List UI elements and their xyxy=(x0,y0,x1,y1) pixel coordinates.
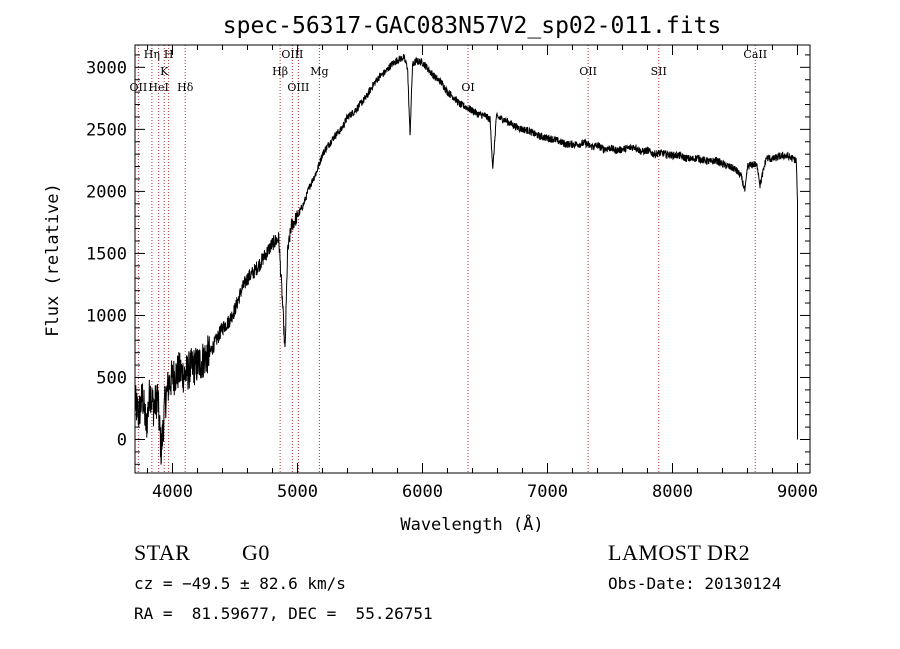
chart-title: spec-56317-GAC083N57V2_sp02-011.fits xyxy=(223,13,722,39)
ra-dec-text: RA = 81.59677, DEC = 55.26751 xyxy=(134,604,433,623)
object-class: STAR xyxy=(134,540,191,565)
y-tick-label: 2000 xyxy=(86,182,127,202)
y-axis-label: Flux (relative) xyxy=(43,183,63,337)
emission-line-label: OI xyxy=(461,81,474,94)
emission-line-label: HeI xyxy=(148,81,168,94)
emission-line-label: OIII xyxy=(287,81,309,94)
emission-line-label: Hβ xyxy=(272,65,288,78)
x-tick-label: 6000 xyxy=(402,482,443,502)
emission-line-label: K xyxy=(160,65,169,78)
emission-line-label: Hδ xyxy=(177,81,194,94)
x-tick-label: 9000 xyxy=(777,482,818,502)
redshift-text: cz = −49.5 ± 82.6 km/s xyxy=(134,574,346,593)
emission-line-label: Hη xyxy=(144,48,160,61)
y-axis-ticks: 0 500 1000 1500 2000 2500 3000 xyxy=(86,54,810,465)
emission-line-label: H xyxy=(164,48,174,61)
y-tick-label: 1500 xyxy=(86,244,127,264)
emission-line-markers xyxy=(137,45,756,473)
x-tick-label: 4000 xyxy=(152,482,193,502)
survey-label: LAMOST DR2 xyxy=(608,540,751,565)
x-tick-label: 8000 xyxy=(652,482,693,502)
emission-line-label: Mg xyxy=(310,65,328,78)
x-axis-ticks: 4000 5000 6000 7000 8000 9000 xyxy=(147,45,818,502)
x-axis-label: Wavelength (Å) xyxy=(400,513,543,535)
x-tick-label: 5000 xyxy=(277,482,318,502)
y-tick-label: 3000 xyxy=(86,58,127,78)
x-tick-label: 7000 xyxy=(527,482,568,502)
object-subclass: G0 xyxy=(242,540,270,565)
y-tick-label: 1000 xyxy=(86,306,127,326)
spectrum-line xyxy=(134,54,798,465)
y-tick-label: 2500 xyxy=(86,120,127,140)
obs-date-text: Obs-Date: 20130124 xyxy=(608,574,782,593)
emission-line-label: OIII xyxy=(281,48,303,61)
emission-line-label: OII xyxy=(579,65,597,78)
emission-line-label: CaII xyxy=(743,48,767,61)
emission-line-label: SII xyxy=(651,65,667,78)
y-tick-label: 500 xyxy=(96,368,127,388)
y-tick-label: 0 xyxy=(117,431,127,451)
emission-line-label: OII xyxy=(130,81,148,94)
